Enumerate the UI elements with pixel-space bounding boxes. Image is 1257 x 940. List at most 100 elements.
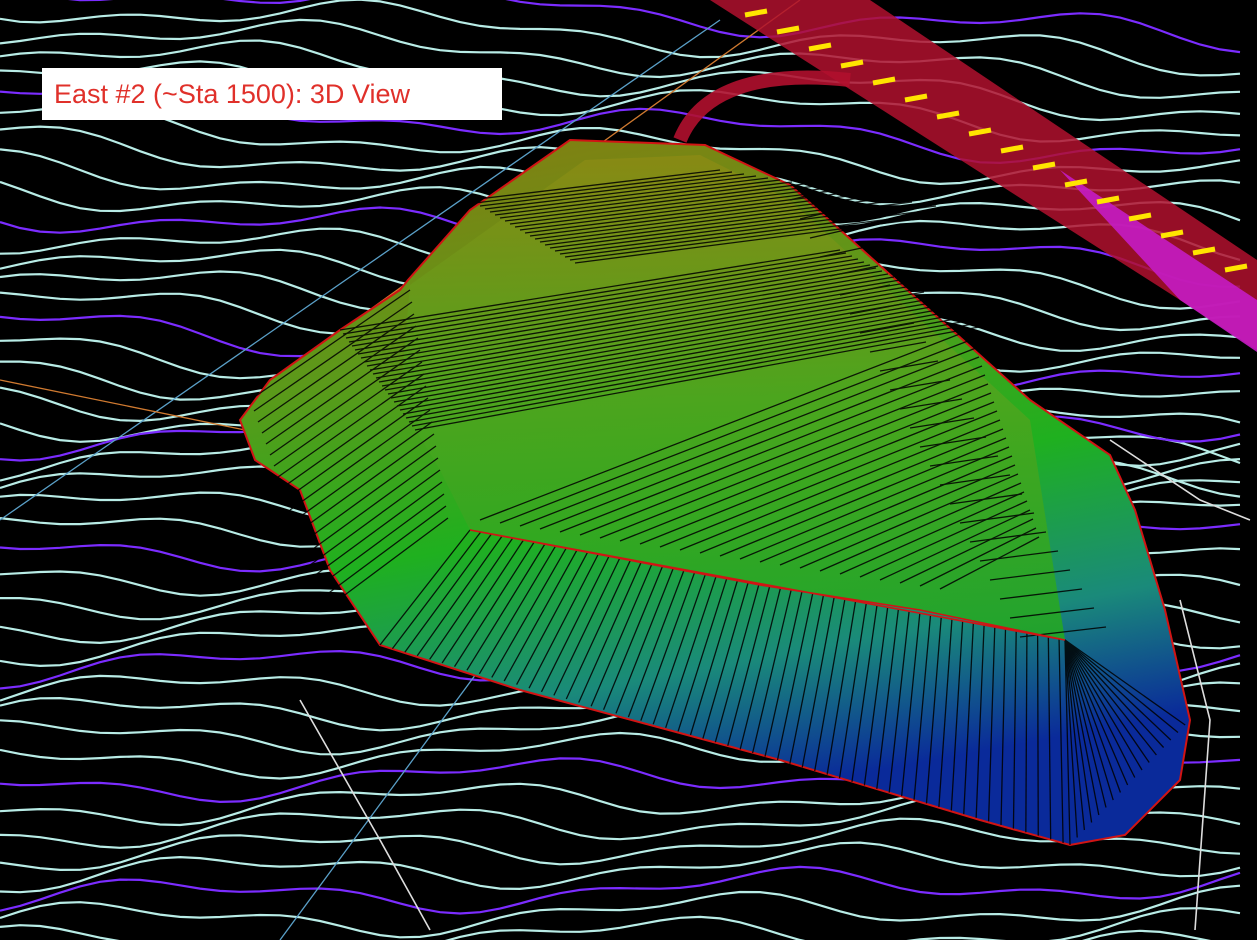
access-ramp [673,70,851,143]
hatch-line [565,559,632,700]
contour-line [67,0,1241,54]
hatch-line [1036,634,1039,836]
hatch-line [627,569,685,718]
hatch-line [975,625,985,818]
hatch-line [779,464,1016,566]
hatch-line [699,428,1004,554]
hatch-line [776,593,814,761]
hatch-line [369,279,901,371]
hatch-line [414,324,991,431]
lane-mark [1192,246,1216,256]
hatch-line [301,445,437,544]
hatch-line [494,179,781,216]
grid-line-blue [0,19,721,521]
hatch-line [1047,636,1052,840]
hatch-line [351,261,865,347]
hatch-line [273,361,423,467]
contour-line [0,841,1241,894]
hatch-line [404,533,492,653]
hatch-line [384,294,931,391]
hatch-line [342,252,847,335]
hatch-line [317,493,445,588]
hatch-line [509,185,817,225]
hatch-line [504,183,805,222]
hatch-line [1064,639,1165,748]
hatch-line [819,246,867,258]
hatch-line [959,512,1035,524]
hatch-line [363,273,889,363]
hatch-line [1058,638,1064,844]
hatch-line [652,573,707,725]
hatch-line [879,509,1031,581]
hatch-line [1064,639,1172,741]
hatch-line [1064,639,1122,793]
hatch-line [1064,639,1157,756]
hatch-line [348,258,859,343]
hatch-line [1025,632,1028,833]
hatch-line [1064,639,1071,846]
hatch-line [809,227,855,239]
hatch-line [539,356,980,530]
hatch-line [899,398,963,410]
hatch-line [321,505,447,599]
hatch-line [1064,639,1100,816]
hatch-line [281,385,427,489]
view-title-label: East #2 (~Sta 1500): 3D View [42,68,502,120]
hatch-line [889,379,951,391]
hatch-line [739,446,1010,560]
hatch-line [590,563,653,707]
hatch-line [640,571,696,721]
grid-line-orange-lower [0,379,246,431]
lane-mark [1224,263,1248,273]
hatch-line [719,437,1007,557]
hatch-line [249,289,411,401]
hatch-line [519,347,977,527]
hatch-line [257,313,415,423]
hatch-line [354,264,871,351]
hatch-line [1012,630,1017,829]
hatch-line [876,609,900,790]
hatch-line [1064,639,1093,823]
hatch-line [999,588,1083,600]
hatch-line [429,537,514,660]
hatch-line [919,436,987,448]
hatch-line [479,173,745,207]
hatch-line [408,318,979,423]
hatch-line [801,597,835,768]
lane-mark [1096,195,1120,205]
hatch-line [261,325,417,434]
hatch-line [357,267,877,355]
hatch-line [799,208,843,220]
hatch-line [405,315,973,419]
hatch-line [578,561,642,703]
hatch-line [554,203,925,252]
hatch-line [919,527,1037,587]
pond-3d-model[interactable] [238,138,1192,847]
hatch-line [540,555,610,693]
pond-floor-edge [469,529,1066,641]
hatch-line [1064,639,1086,831]
hatch-line [489,177,769,213]
hatch-line [913,615,932,800]
hatch-line [293,421,433,522]
hatch-line [345,255,853,339]
hatch-line [679,419,1001,551]
hatch-line [516,551,589,685]
hatch-line [277,373,425,478]
hatch-line [499,181,793,219]
hatch-line [863,607,889,786]
contour-line [0,18,1241,99]
hatch-line [829,265,879,277]
hatch-line [339,249,841,331]
hatch-line [938,619,953,808]
hatch-line [528,553,600,689]
hatch-line [1064,639,1136,778]
property-line-bottom [299,699,431,931]
road-slope-magenta [1060,170,1257,352]
hatch-line [297,433,435,533]
hatch-line [989,569,1071,581]
hatch-line [849,303,903,315]
hatch-line [851,605,878,782]
hatch-line [1064,639,1150,763]
